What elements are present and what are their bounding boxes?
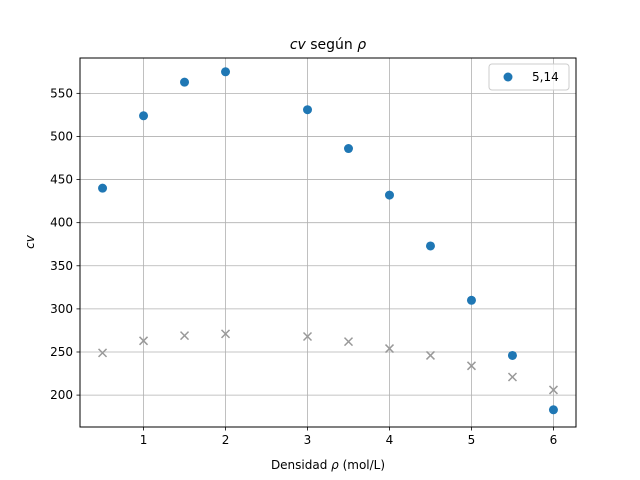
data-point-x [466, 361, 477, 371]
x-tick-label: 2 [222, 433, 230, 447]
data-point-x [384, 344, 395, 354]
data-point-x [139, 336, 149, 346]
x-marker-stroke [507, 372, 517, 382]
data-point-x [179, 331, 190, 341]
x-marker-stroke [302, 331, 313, 342]
x-marker-stroke [139, 336, 149, 346]
data-point-x [548, 385, 558, 395]
data-point-circle [180, 77, 190, 87]
data-point-x [220, 329, 231, 339]
data-point-circle [466, 295, 476, 305]
data-point-x [302, 331, 313, 342]
data-point-circle [384, 190, 394, 200]
data-point-x [98, 348, 108, 358]
x-tick-label: 3 [304, 433, 312, 447]
legend-marker-circle [503, 72, 513, 82]
y-tick-label: 200 [50, 388, 73, 402]
y-tick-label: 550 [50, 86, 73, 100]
x-marker-stroke [548, 385, 558, 395]
y-tick-label: 350 [50, 259, 73, 273]
x-marker-stroke [384, 344, 395, 354]
legend: 5,14 [488, 63, 570, 91]
data-point-circle [343, 144, 353, 154]
data-point-circle [425, 241, 435, 251]
data-point-circle [303, 105, 313, 115]
x-marker-stroke [179, 331, 190, 341]
legend-label: 5,14 [532, 70, 559, 84]
y-tick-label: 450 [50, 173, 73, 187]
axes-frame [79, 57, 577, 428]
x-tick-label: 5 [468, 433, 476, 447]
data-point-x [425, 350, 436, 360]
ticks: 1 2 3 4 5 6 200 250 300 350 400 450 500 550 [50, 86, 557, 447]
data-points [98, 67, 558, 415]
x-marker-stroke [98, 348, 108, 358]
grid [80, 58, 576, 427]
x-axis-label: Densidad ρ (mol/L) [271, 458, 385, 472]
data-point-x [343, 337, 354, 347]
chart-title: cv según ρ [290, 37, 366, 53]
y-axis-label: cv [23, 234, 37, 249]
y-tick-label: 500 [50, 129, 73, 143]
x-marker-stroke [343, 337, 354, 347]
legend-box [488, 63, 570, 91]
x-tick-label: 4 [386, 433, 394, 447]
x-tick-label: 1 [140, 433, 148, 447]
data-point-circle [221, 67, 231, 77]
data-point-x [507, 372, 517, 382]
y-tick-label: 300 [50, 302, 73, 316]
y-tick-label: 400 [50, 216, 73, 230]
data-point-circle [98, 183, 108, 193]
data-point-circle [548, 405, 558, 415]
x-marker-stroke [425, 350, 436, 360]
data-point-circle [139, 111, 149, 121]
y-tick-label: 250 [50, 345, 73, 359]
x-tick-label: 6 [550, 433, 558, 447]
x-marker-stroke [220, 329, 231, 339]
data-point-circle [507, 350, 517, 360]
x-marker-stroke [466, 361, 477, 371]
